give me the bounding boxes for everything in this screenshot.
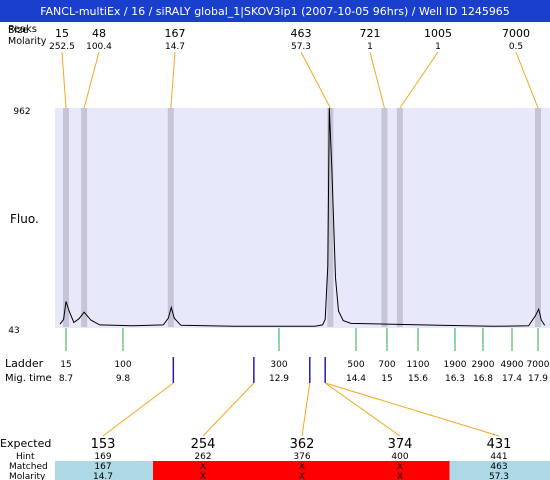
hint-value: 262 xyxy=(194,452,211,462)
hint-value: 441 xyxy=(490,452,507,462)
peak-size-label: 1005 xyxy=(424,27,452,40)
hint-value: 400 xyxy=(391,452,408,462)
molarity-value: 57.3 xyxy=(489,472,509,480)
hint-value: 169 xyxy=(94,452,111,462)
peak-leader-line xyxy=(300,51,331,109)
peak-leader-line xyxy=(83,51,100,109)
ladder-size-label: 300 xyxy=(270,360,287,370)
peak-leader-line xyxy=(399,51,439,109)
peak-size-label: 7000 xyxy=(502,27,530,40)
molarity-value: 14.7 xyxy=(93,472,113,480)
ladder-size-label: 15 xyxy=(60,360,71,370)
ladder-size-label: 500 xyxy=(347,360,364,370)
peak-molarity-label: 1 xyxy=(435,42,441,52)
ladder-time-label: 17.4 xyxy=(502,374,522,384)
ladder-time-label: 17.9 xyxy=(528,374,548,384)
ladder-time-label: 12.9 xyxy=(269,374,289,384)
expected-leader-line xyxy=(102,382,174,437)
peak-molarity-label: 252.5 xyxy=(49,42,75,52)
matched-value: X xyxy=(397,462,403,472)
ladder-size-label: 2900 xyxy=(472,360,495,370)
size-row-label: Size xyxy=(8,25,29,36)
expected-cell xyxy=(252,461,351,480)
expected-value: 374 xyxy=(388,437,413,452)
matched-value: X xyxy=(200,462,206,472)
expected-value: 362 xyxy=(290,437,315,452)
molarity-value: X xyxy=(397,472,403,480)
matched-value: X xyxy=(299,462,305,472)
peak-molarity-label: 0.5 xyxy=(509,42,523,52)
ladder-time-label: 16.3 xyxy=(445,374,465,384)
peak-leader-line xyxy=(61,51,67,109)
ladder-size-label: 1100 xyxy=(407,360,430,370)
ladder-time-label: 15 xyxy=(381,374,392,384)
expected-cell xyxy=(351,461,450,480)
ladder-size-label: 100 xyxy=(114,360,131,370)
molarity-row-label: Molarity xyxy=(8,36,47,47)
peak-size-label: 48 xyxy=(92,27,106,40)
expected-value: 254 xyxy=(191,437,216,452)
ladder-time-label: 8.7 xyxy=(59,374,73,384)
peak-band xyxy=(327,108,334,327)
header-bar xyxy=(0,0,550,22)
expected-leader-line xyxy=(301,382,311,437)
hint-value: 376 xyxy=(293,452,310,462)
plot-area xyxy=(55,108,550,328)
peak-molarity-label: 100.4 xyxy=(86,42,112,52)
peaks-row-label: Peaks xyxy=(8,24,37,35)
peak-leader-line xyxy=(369,51,385,109)
peak-band xyxy=(81,108,88,327)
matched-value: 167 xyxy=(94,462,111,472)
molarity-bottom-label: Molarity xyxy=(9,472,46,480)
peak-leader-line xyxy=(515,51,539,109)
peak-size-label: 15 xyxy=(55,27,69,40)
trace-line xyxy=(59,107,546,327)
expected-label: Expected xyxy=(0,437,51,450)
ladder-time-label: 15.6 xyxy=(408,374,428,384)
y-tick-max: 962 xyxy=(13,107,30,117)
header-title: FANCL-multiEx / 16 / siRALY global_1|SKO… xyxy=(40,5,510,18)
expected-cell xyxy=(449,461,550,480)
y-tick-min: 43 xyxy=(8,326,19,336)
ladder-time-label: 9.8 xyxy=(116,374,131,384)
expected-cell xyxy=(153,461,253,480)
peak-molarity-label: 57.3 xyxy=(291,42,311,52)
expected-leader-line xyxy=(325,382,500,437)
peak-size-label: 167 xyxy=(165,27,186,40)
peak-molarity-label: 14.7 xyxy=(165,42,185,52)
matched-label: Matched xyxy=(9,462,48,472)
ladder-size-label: 700 xyxy=(378,360,395,370)
peak-band xyxy=(396,108,403,327)
ladder-size-label: 1900 xyxy=(444,360,467,370)
expected-leader-line xyxy=(202,382,255,437)
peak-band xyxy=(63,108,69,327)
peak-band xyxy=(381,108,388,327)
ladder-time-label: 16.8 xyxy=(473,374,493,384)
hint-label: Hint xyxy=(16,452,35,462)
y-axis-label: Fluo. xyxy=(10,212,39,226)
molarity-value: X xyxy=(200,472,206,480)
ladder-size-label: 4900 xyxy=(501,360,524,370)
ladder-time-label: 14.4 xyxy=(346,374,366,384)
expected-value: 431 xyxy=(487,437,512,452)
peak-size-label: 721 xyxy=(360,27,381,40)
matched-value: 463 xyxy=(490,462,507,472)
peak-size-label: 463 xyxy=(291,27,312,40)
ladder-size-label: 7000 xyxy=(527,360,550,370)
expected-cell xyxy=(55,461,153,480)
expected-leader-line xyxy=(324,382,401,437)
mig-time-label: Mig. time xyxy=(5,373,52,384)
peak-band xyxy=(167,108,174,327)
molarity-value: X xyxy=(299,472,305,480)
ladder-label: Ladder xyxy=(5,357,44,370)
peak-leader-line xyxy=(170,51,176,109)
expected-value: 153 xyxy=(91,437,116,452)
peak-band xyxy=(535,108,541,327)
peak-molarity-label: 1 xyxy=(367,42,373,52)
